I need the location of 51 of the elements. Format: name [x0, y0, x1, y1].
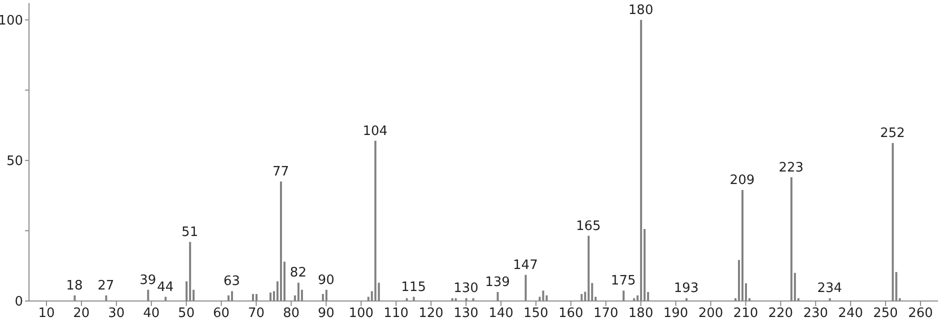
annotation: 63: [224, 274, 240, 290]
annotation: 252: [880, 126, 905, 142]
x-tick-label: 210: [733, 306, 758, 322]
x-tick-label: 180: [628, 306, 654, 322]
annotation: 39: [140, 272, 156, 288]
x-tick-label: 90: [318, 306, 334, 322]
x-tick-label: 250: [873, 306, 898, 322]
annotation: 209: [730, 172, 755, 188]
annotation: 115: [401, 280, 426, 295]
x-tick-label: 50: [178, 306, 195, 322]
annotation: 77: [272, 164, 289, 180]
x-tick-label: 110: [384, 306, 409, 322]
x-tick-label: 220: [768, 306, 794, 322]
x-tick-label: 150: [524, 306, 548, 322]
annotation: 130: [454, 281, 478, 296]
x-tick-label: 160: [558, 306, 584, 322]
annotation: 27: [98, 278, 114, 294]
x-tick-label: 10: [38, 306, 55, 322]
annotation: 18: [66, 278, 83, 294]
annotation: 175: [610, 274, 636, 289]
annotation: 147: [513, 258, 538, 273]
x-tick-label: 190: [663, 306, 688, 322]
x-tick-label: 70: [248, 306, 265, 322]
annotation: 180: [628, 2, 654, 18]
x-tick-label: 200: [698, 306, 724, 322]
annotation: 193: [674, 281, 699, 296]
annotation: 165: [576, 218, 601, 234]
x-tick-label: 60: [213, 306, 230, 322]
annotation: 51: [182, 224, 198, 240]
annotation: 82: [290, 266, 306, 281]
annotation: 139: [485, 275, 510, 290]
annotation: 104: [362, 124, 388, 139]
annotation: 44: [157, 280, 174, 295]
x-tick-label: 130: [454, 306, 478, 322]
x-tick-label: 120: [418, 306, 444, 322]
x-tick-label: 40: [143, 306, 160, 322]
x-tick-label: 30: [108, 306, 125, 322]
y-tick-label: 100: [0, 13, 23, 28]
x-tick-label: 100: [348, 306, 374, 322]
annotation: 234: [817, 281, 842, 296]
x-tick-label: 240: [838, 306, 864, 322]
y-tick-label: 50: [6, 154, 23, 170]
x-tick-label: 230: [803, 306, 828, 322]
x-tick-label: 260: [908, 306, 933, 322]
annotation: 90: [318, 272, 334, 288]
y-tick-label: 0: [14, 294, 23, 310]
x-tick-label: 80: [282, 306, 300, 322]
x-tick-label: 170: [593, 306, 618, 322]
x-tick-label: 140: [488, 306, 514, 322]
x-tick-label: 20: [73, 306, 90, 322]
annotation: 223: [778, 160, 804, 176]
